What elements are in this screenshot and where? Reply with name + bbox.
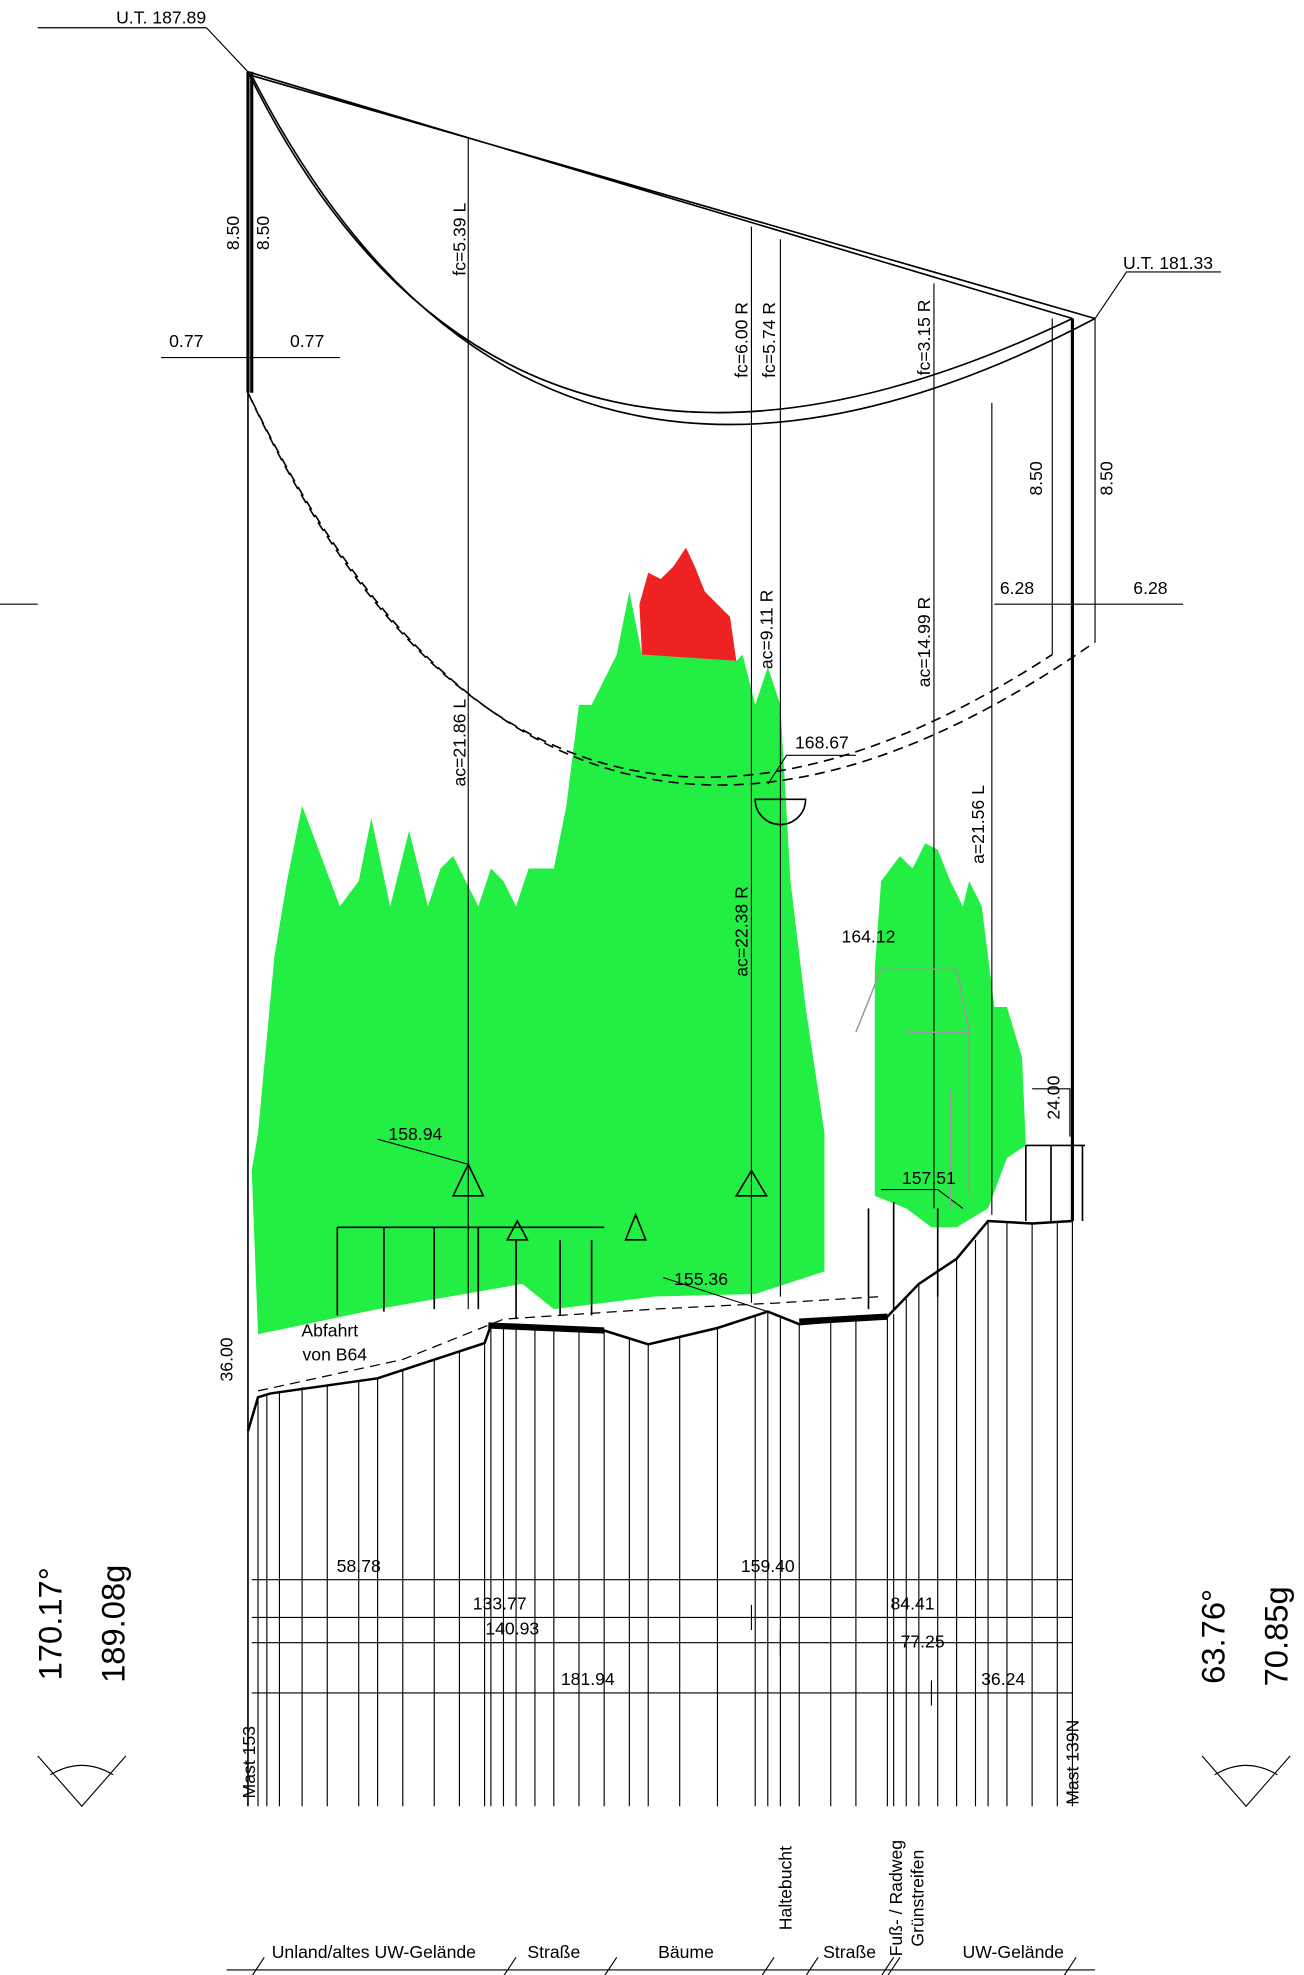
label: ac=21.86 L (449, 699, 469, 787)
label: U.T. 181.33 (1123, 253, 1213, 273)
angle-symbols (37, 1755, 1291, 1808)
label: 6.28 (1133, 578, 1167, 598)
ground-old (257, 1295, 882, 1392)
label: ac=14.99 R (914, 597, 934, 688)
label: 158.94 (388, 1124, 442, 1144)
label: Bäume (658, 1942, 714, 1962)
label: Mast 153 (239, 1726, 259, 1799)
label: 155.36 (674, 1269, 728, 1289)
label: ac=9.11 R (756, 590, 776, 669)
arrows (451, 1162, 768, 1241)
label: 133.77 (473, 1594, 527, 1614)
fences (336, 1144, 1085, 1320)
label: 164.12 (842, 926, 896, 946)
label: Fuß- / Radweg (886, 1840, 906, 1956)
label: 36.00 (216, 1337, 236, 1381)
label: 84.41 (891, 1594, 935, 1614)
label: 181.94 (561, 1669, 615, 1689)
conductor-hot (247, 392, 1096, 786)
label: Unland/altes UW-Gelände (272, 1942, 476, 1962)
label: fc=3.15 R (914, 299, 934, 375)
label: 58.78 (337, 1556, 381, 1576)
vegetation-high (639, 547, 737, 661)
road (488, 1313, 888, 1334)
label: 140.93 (485, 1619, 539, 1639)
label: 8.50 (1026, 461, 1046, 495)
zone-line (226, 1957, 1096, 1975)
label: 170.17° (32, 1567, 69, 1680)
label: 168.67 (795, 733, 849, 753)
label: 24.00 (1043, 1075, 1063, 1119)
label: a=21.56 L (968, 785, 988, 864)
label: 63.76° (1195, 1589, 1232, 1684)
label: ac=22.38 R (731, 886, 751, 977)
label: 157.51 (902, 1168, 956, 1188)
label: 36.24 (981, 1669, 1025, 1689)
dimension-lines (0, 27, 1221, 1313)
label: fc=5.39 L (449, 203, 469, 276)
label: Haltebucht (775, 1846, 795, 1930)
label: 189.08g (94, 1565, 131, 1683)
label: 6.28 (1000, 578, 1034, 598)
label: U.T. 187.89 (116, 8, 206, 28)
label: fc=5.74 R (759, 302, 779, 378)
label: Mast 139N (1062, 1720, 1082, 1805)
label: Grünstreifen (907, 1850, 927, 1947)
label: 70.85g (1257, 1586, 1294, 1686)
label: fc=6.00 R (731, 302, 751, 378)
label: 0.77 (290, 331, 324, 351)
mast-right-line (1051, 318, 1096, 1807)
clearance-box (855, 968, 970, 1209)
eye-symbol (754, 798, 807, 826)
mast-left (246, 71, 254, 393)
label: Straße (823, 1942, 876, 1962)
label: 0.77 (169, 331, 203, 351)
label: Straße (527, 1942, 580, 1962)
label: Abfahrt (301, 1320, 358, 1340)
vegetation (874, 843, 1026, 1228)
verticals (257, 1220, 1058, 1807)
label: 8.50 (1096, 461, 1116, 495)
span-dims (251, 1579, 1073, 1706)
conductor (247, 71, 1096, 426)
label: UW-Gelände (963, 1942, 1065, 1962)
label: 77.25 (901, 1631, 945, 1651)
label: 159.40 (741, 1556, 795, 1576)
label: von B64 (302, 1344, 367, 1364)
label: 8.50 (253, 216, 273, 250)
label: 8.50 (223, 216, 243, 250)
